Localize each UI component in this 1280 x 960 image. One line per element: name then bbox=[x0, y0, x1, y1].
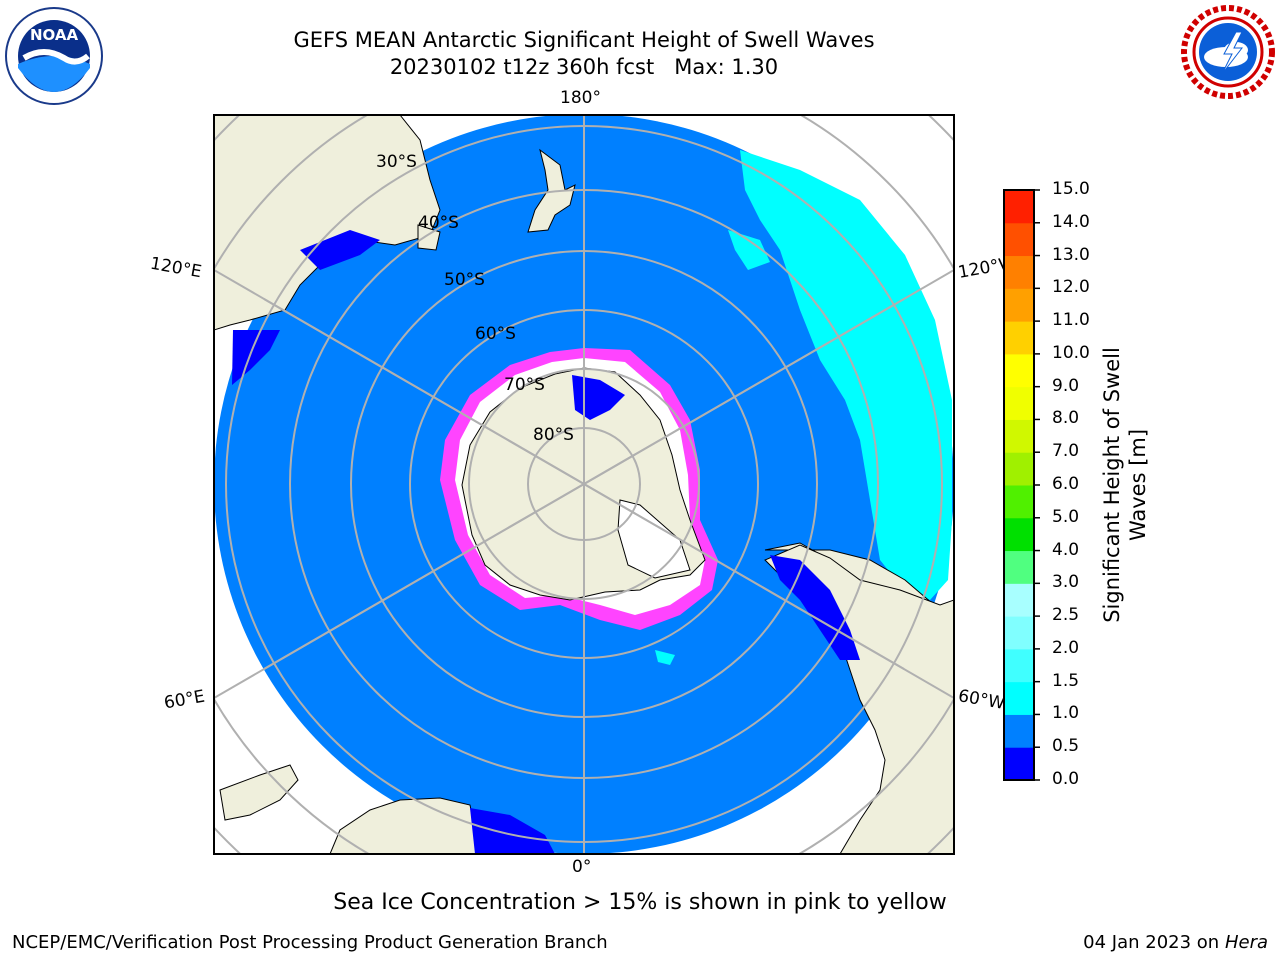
colorbar-tick-label: 0.5 bbox=[1052, 736, 1080, 757]
noaa-logo: NOAA bbox=[5, 7, 103, 105]
colorbar-segment bbox=[1004, 419, 1034, 453]
colorbar-tick-label: 4.0 bbox=[1052, 539, 1080, 560]
lat-label-70s: 70°S bbox=[504, 375, 545, 395]
colorbar-segment bbox=[1004, 321, 1034, 355]
colorbar-segment bbox=[1004, 714, 1034, 748]
map-subtitle: 20230102 t12z 360h fcst Max: 1.30 bbox=[389, 55, 779, 79]
land-madagascar bbox=[219, 764, 299, 821]
footer-credit: NCEP/EMC/Verification Post Processing Pr… bbox=[12, 932, 608, 953]
lon-label-180: 180° bbox=[560, 88, 601, 108]
colorbar-tick-label: 11.0 bbox=[1052, 310, 1090, 331]
colorbar-tick-label: 9.0 bbox=[1052, 375, 1080, 396]
colorbar-tick-label: 3.0 bbox=[1052, 572, 1080, 593]
colorbar-segment bbox=[1004, 616, 1034, 650]
sea-ice-caption: Sea Ice Concentration > 15% is shown in … bbox=[333, 890, 947, 915]
colorbar-tick-label: 7.0 bbox=[1052, 441, 1080, 462]
colorbar-tick-label: 0.0 bbox=[1052, 769, 1080, 789]
colorbar-segment bbox=[1004, 747, 1034, 781]
colorbar-tick-label: 14.0 bbox=[1052, 211, 1090, 232]
lat-label-60s: 60°S bbox=[475, 324, 516, 344]
colorbar-tick-label: 13.0 bbox=[1052, 244, 1090, 265]
footer-machine: Hera bbox=[1224, 932, 1268, 953]
lon-label-0: 0° bbox=[572, 857, 592, 877]
colorbar-tick-label: 2.0 bbox=[1052, 637, 1080, 658]
lat-label-30s: 30°S bbox=[376, 152, 417, 172]
colorbar-segment bbox=[1004, 517, 1034, 552]
colorbar-segment bbox=[1004, 255, 1034, 289]
colorbar-tick-label: 6.0 bbox=[1052, 474, 1080, 494]
lat-label-40s: 40°S bbox=[418, 213, 459, 233]
shallow-swell-africa bbox=[470, 808, 555, 854]
colorbar-tick-label: 1.0 bbox=[1052, 703, 1080, 724]
lat-label-50s: 50°S bbox=[444, 270, 485, 290]
colorbar-label-line1: Significant Height of Swell bbox=[1100, 347, 1124, 623]
map-frame bbox=[213, 114, 955, 855]
colorbar-segment bbox=[1004, 353, 1034, 388]
map-title: GEFS MEAN Antarctic Significant Height o… bbox=[293, 28, 875, 52]
lat-label-80s: 80°S bbox=[533, 425, 574, 445]
colorbar-tick-label: 5.0 bbox=[1052, 506, 1080, 527]
graticule bbox=[214, 115, 954, 854]
colorbar-segment bbox=[1004, 648, 1034, 683]
footer-date-text: 04 Jan 2023 on bbox=[1083, 932, 1225, 953]
colorbar-tick-label: 10.0 bbox=[1052, 342, 1090, 363]
swell-patch-small bbox=[655, 650, 675, 665]
colorbar-segment bbox=[1004, 288, 1034, 322]
colorbar-segment bbox=[1004, 485, 1034, 519]
colorbar-segment bbox=[1004, 550, 1034, 584]
nws-logo bbox=[1180, 4, 1276, 100]
colorbar-tick-label: 2.5 bbox=[1052, 605, 1080, 626]
swell-region-1-1.5m bbox=[740, 150, 952, 600]
colorbar-tick-label: 15.0 bbox=[1052, 179, 1090, 199]
colorbar-segment bbox=[1004, 681, 1034, 715]
swell-patch bbox=[728, 230, 770, 270]
colorbar-label-line2: Waves [m] bbox=[1126, 428, 1150, 542]
colorbar-segment bbox=[1004, 452, 1034, 486]
colorbar-segment bbox=[1004, 222, 1034, 257]
colorbar-segment bbox=[1004, 386, 1034, 420]
colorbar-segment bbox=[1004, 190, 1034, 224]
colorbar-tick-label: 12.0 bbox=[1052, 277, 1090, 298]
ross-sea bbox=[572, 375, 625, 420]
shallow-swell-australia bbox=[300, 230, 380, 270]
colorbar-segment bbox=[1004, 583, 1034, 617]
colorbar-tick-label: 1.5 bbox=[1052, 670, 1080, 691]
footer-date: 04 Jan 2023 on Hera bbox=[1083, 932, 1268, 953]
colorbar bbox=[1003, 189, 1040, 781]
colorbar-tick-label: 8.0 bbox=[1052, 408, 1080, 429]
noaa-logo-text: NOAA bbox=[30, 26, 79, 44]
